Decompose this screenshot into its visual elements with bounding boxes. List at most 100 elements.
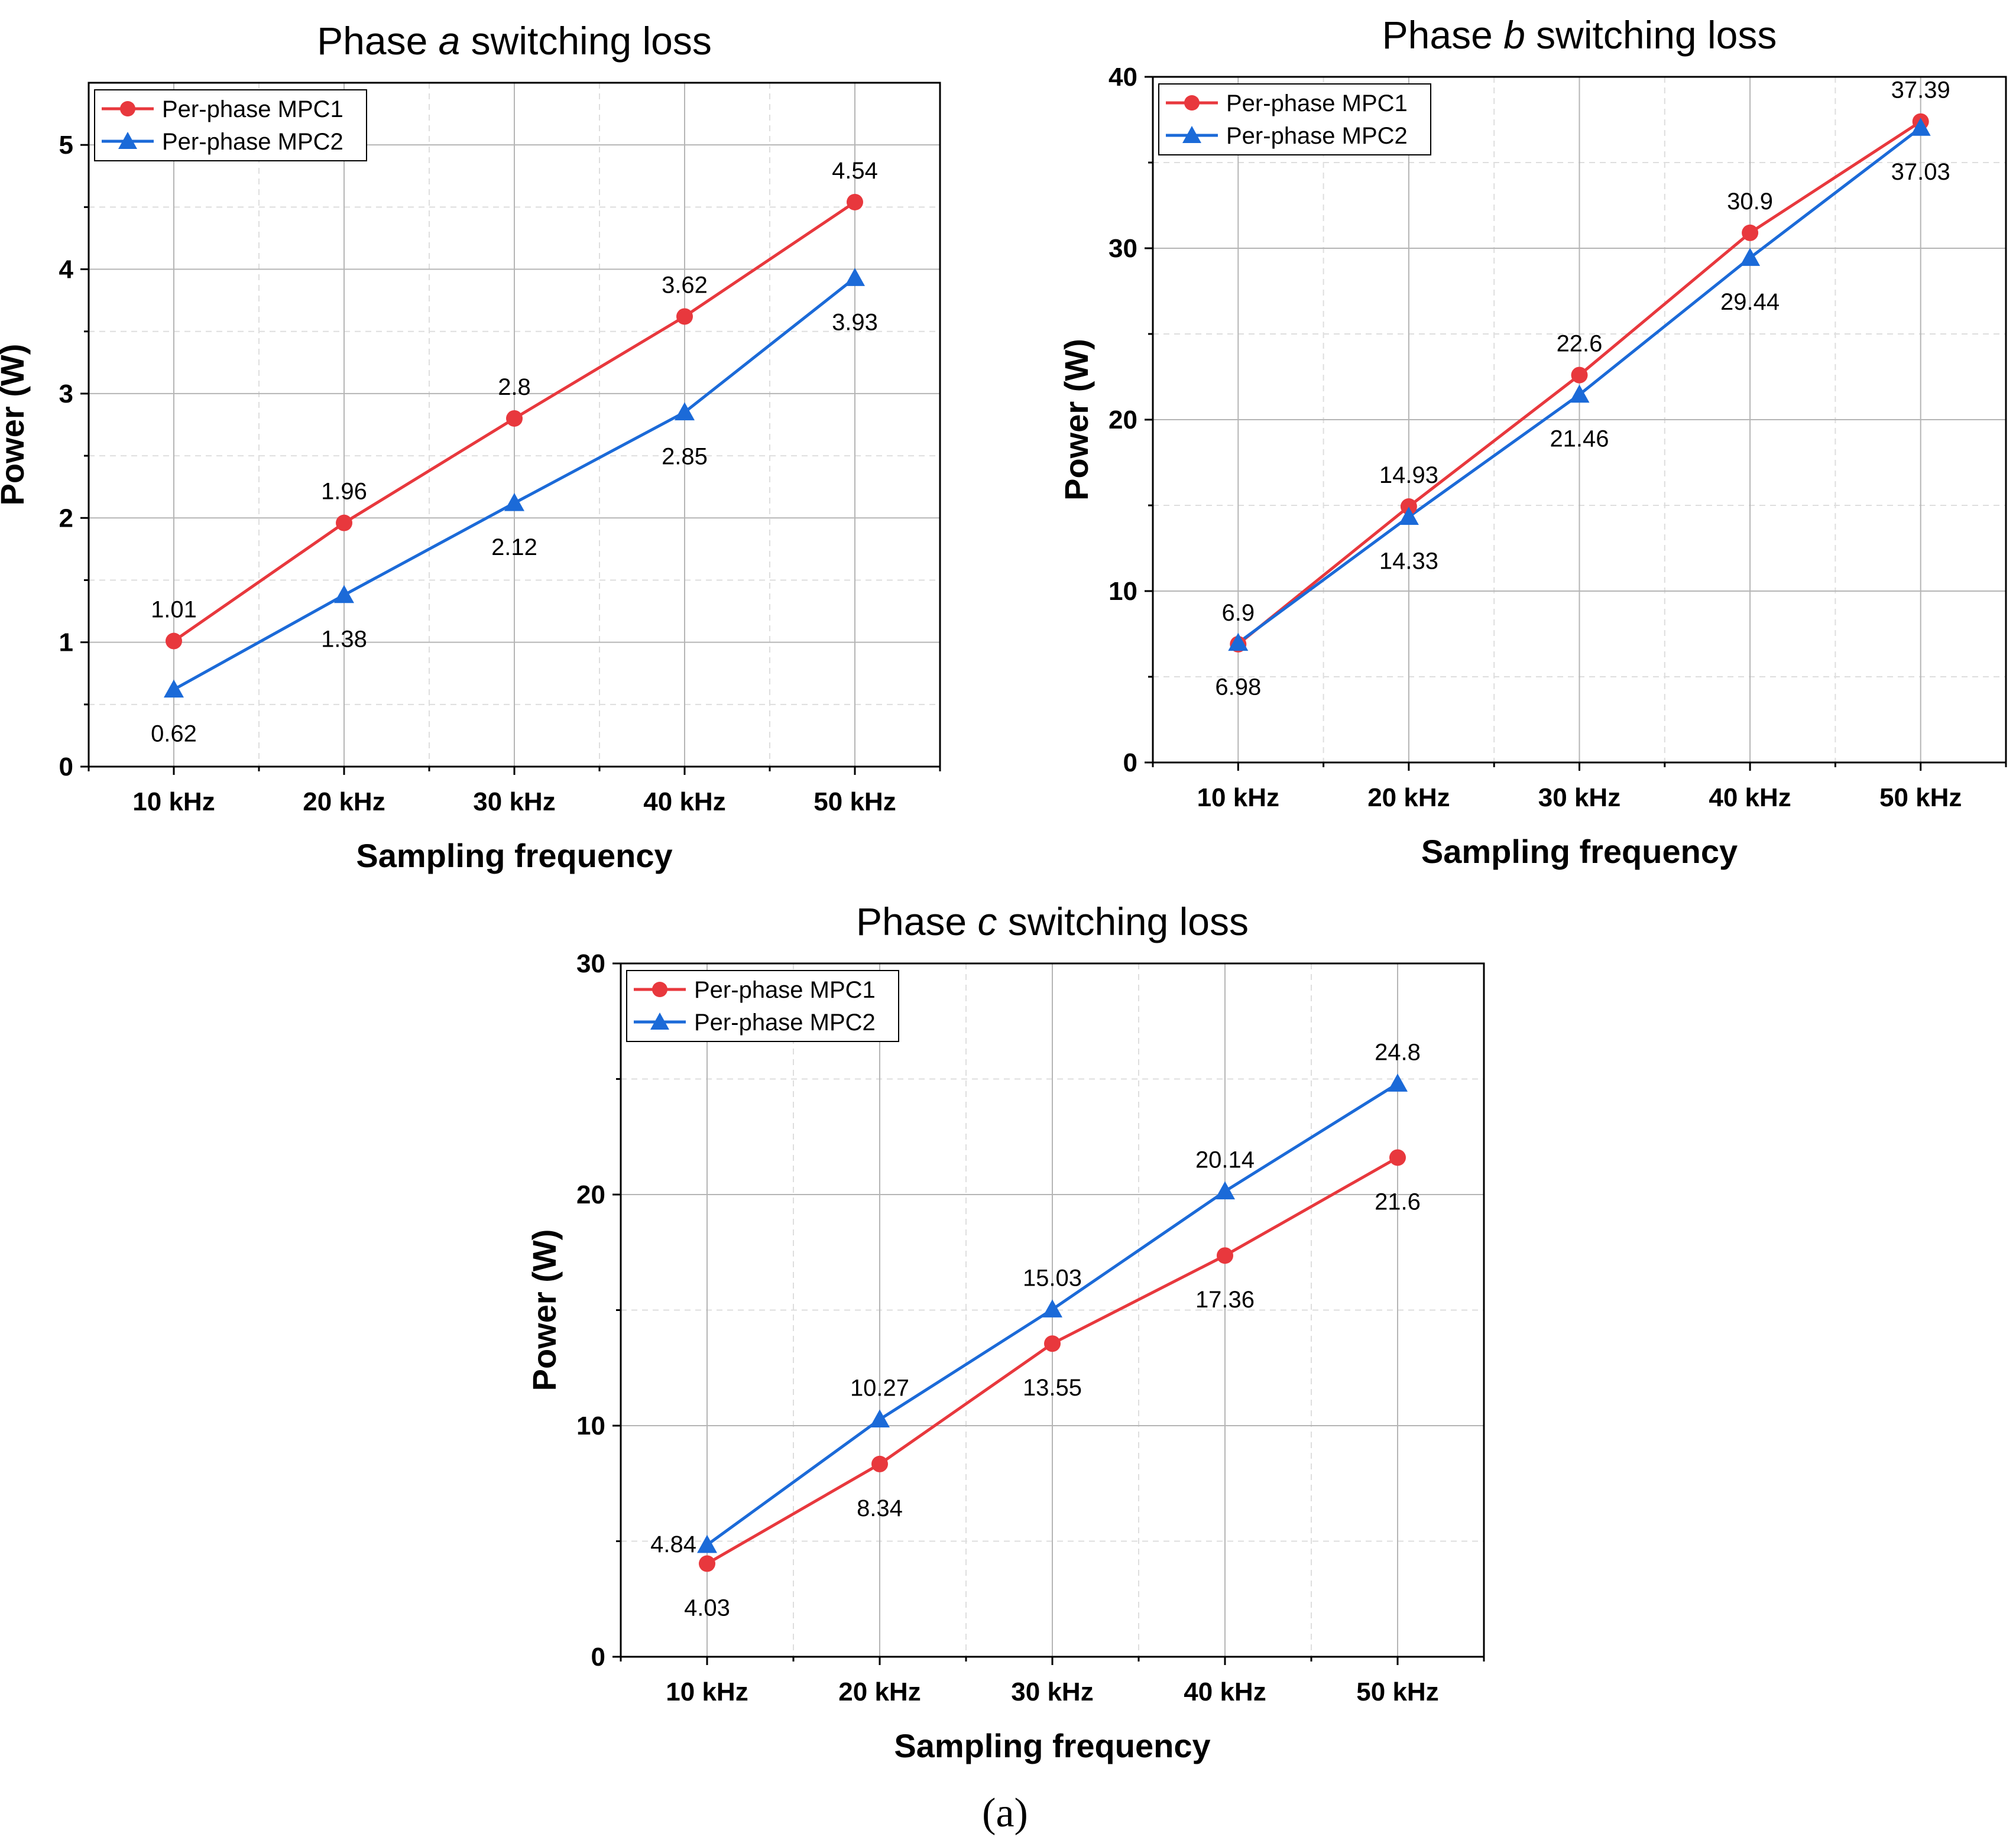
y-axis-title: Power (W) [526,1229,563,1391]
x-tick-label: 10 kHz [132,787,215,816]
chart-title: Phase a switching loss [317,19,712,63]
x-axis-title: Sampling frequency [356,837,672,874]
x-tick-label: 40 kHz [1184,1677,1266,1706]
chart-title-suffix: switching loss [460,19,712,63]
point-mpc2 [697,1534,717,1553]
point-mpc1 [1044,1335,1061,1352]
legend-box [1158,83,1431,155]
data-label-mpc1: 13.55 [1023,1375,1082,1401]
data-label-mpc1: 37.39 [1891,77,1950,103]
x-tick-label: 50 kHz [1879,783,1962,812]
data-label-mpc2: 15.03 [1023,1265,1082,1291]
point-mpc2 [504,493,524,511]
y-tick-label: 0 [1123,748,1137,777]
x-tick-label: 10 kHz [1197,783,1279,812]
y-tick-label: 20 [1109,405,1137,434]
point-mpc2 [1740,248,1761,266]
data-label-mpc1: 1.96 [321,479,367,505]
point-mpc1 [1217,1247,1233,1264]
data-label-mpc2: 6.98 [1215,674,1261,700]
data-label-mpc2: 2.12 [491,534,537,560]
legend-marker-mpc1 [652,982,667,997]
point-mpc1 [1742,224,1759,241]
point-mpc2 [1042,1299,1062,1317]
y-axis-title: Power (W) [1058,339,1095,501]
chart-title-variable: b [1503,13,1525,57]
x-tick-label: 40 kHz [643,787,725,816]
point-mpc1 [506,410,523,427]
x-tick-label: 40 kHz [1709,783,1791,812]
data-label-mpc2: 4.84 [650,1531,696,1557]
x-tick-label: 50 kHz [1356,1677,1438,1706]
y-axis-title: Power (W) [0,344,31,506]
chart-phase-c: 0 10 20 30 10 kHz 20 kHz 30 kHz 40 kHz 50 kHz Sam… [526,900,1485,1764]
point-mpc1 [847,193,863,210]
data-label-mpc2: 29.44 [1720,289,1780,315]
y-tick-label: 30 [1109,234,1137,263]
data-label-mpc2: 24.8 [1375,1039,1421,1065]
legend-label-mpc2: Per-phase MPC2 [1226,123,1408,149]
figure-caption: (a) [982,1790,1028,1836]
chart-title: Phase c switching loss [856,900,1249,943]
y-tick-label: 0 [591,1643,605,1672]
point-mpc2 [1228,632,1249,651]
point-mpc2 [845,268,865,286]
chart-title-prefix: Phase [317,19,438,63]
y-tick-label: 20 [576,1180,605,1209]
chart-phase-a: 0 1 2 3 4 5 10 kHz 20 kHz 30 kHz 40 kHz 50 kHz Samp… [0,19,941,874]
data-label-mpc2: 1.38 [321,627,367,653]
data-label-mpc1: 4.54 [832,158,878,184]
data-label-mpc1: 30.9 [1727,189,1773,215]
x-axis-title: Sampling frequency [1421,833,1738,870]
data-label-mpc1: 3.62 [662,272,708,298]
chart-title-prefix: Phase [1382,13,1503,57]
point-mpc1 [166,632,182,650]
legend-box [626,970,899,1042]
data-label-mpc2: 10.27 [850,1375,909,1401]
legend-label-mpc2: Per-phase MPC2 [694,1010,876,1036]
point-mpc1 [871,1455,888,1472]
x-tick-label: 30 kHz [1538,783,1620,812]
x-tick-label: 20 kHz [838,1677,921,1706]
x-axis-title: Sampling frequency [894,1727,1210,1764]
chart-title: Phase b switching loss [1382,13,1777,57]
y-tick-label: 1 [59,628,73,657]
data-label-mpc1: 22.6 [1557,331,1603,357]
y-tick-label: 40 [1109,63,1137,92]
data-label-mpc1: 14.93 [1379,462,1438,488]
chart-title-variable: c [977,900,997,943]
point-mpc2 [870,1409,890,1428]
legend-label-mpc1: Per-phase MPC1 [694,977,876,1003]
chart-title-suffix: switching loss [997,900,1249,943]
y-tick-label: 10 [576,1411,605,1440]
point-mpc2 [1388,1073,1408,1092]
point-mpc1 [336,514,352,531]
x-tick-label: 30 kHz [473,787,555,816]
data-label-mpc2: 20.14 [1195,1147,1255,1173]
data-label-mpc2: 0.62 [151,721,197,747]
data-label-mpc2: 3.93 [832,309,878,335]
legend-label-mpc1: Per-phase MPC1 [162,96,343,122]
point-mpc2 [1569,384,1590,403]
y-tick-label: 4 [59,255,74,284]
chart-title-variable: a [439,19,461,63]
data-label-mpc1: 4.03 [684,1595,730,1621]
legend-marker-mpc2 [650,1013,669,1030]
point-mpc2 [164,679,184,698]
x-tick-label: 30 kHz [1011,1677,1093,1706]
point-mpc1 [1389,1149,1406,1166]
chart-title-suffix: switching loss [1525,13,1777,57]
data-label-mpc2: 14.33 [1379,548,1438,574]
point-mpc1 [676,308,693,325]
legend-label-mpc2: Per-phase MPC2 [162,129,343,155]
y-tick-label: 2 [59,504,73,533]
point-mpc2 [334,585,354,603]
data-label-mpc2: 2.85 [662,443,708,469]
point-mpc1 [1400,498,1417,515]
data-label-mpc1: 21.6 [1375,1189,1421,1215]
point-mpc2 [1910,118,1931,136]
legend-marker-mpc2 [118,132,137,149]
point-mpc1 [1571,366,1588,384]
legend-marker-mpc1 [1184,95,1200,111]
